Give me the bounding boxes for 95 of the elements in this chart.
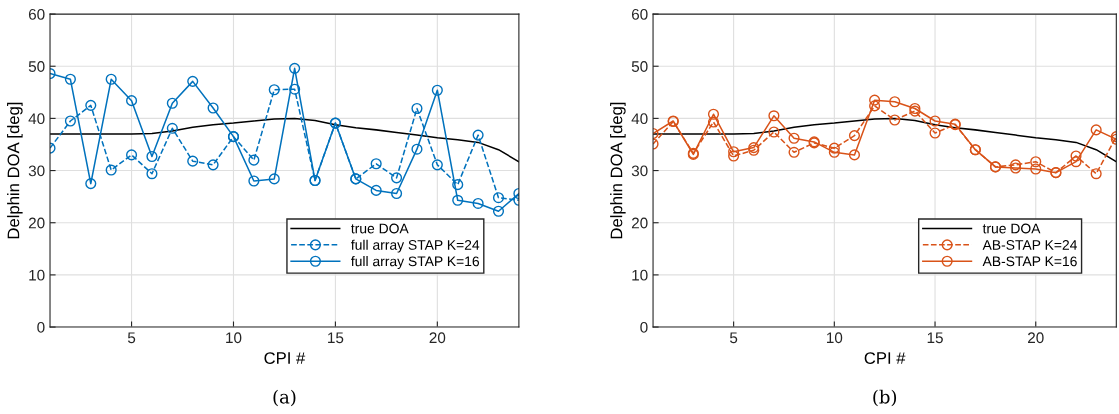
point xyxy=(492,192,505,204)
point xyxy=(248,175,260,187)
x-tick-label: 15 xyxy=(328,332,344,344)
y-tick-label: 10 xyxy=(632,269,648,281)
point xyxy=(1090,124,1102,136)
y-tick-label: 40 xyxy=(631,113,648,125)
point xyxy=(105,73,117,85)
y-tick-label: 60 xyxy=(631,8,648,20)
point xyxy=(268,84,280,96)
x-tick-label: 20 xyxy=(429,332,446,344)
y-tick-label: 30 xyxy=(28,165,45,177)
point xyxy=(929,127,941,139)
point xyxy=(248,154,260,166)
point xyxy=(848,130,861,142)
point xyxy=(85,178,97,190)
point xyxy=(768,126,780,138)
point xyxy=(889,114,901,126)
point xyxy=(431,159,443,171)
point xyxy=(391,187,403,200)
x-tick-label: 20 xyxy=(1028,332,1044,344)
point xyxy=(452,194,464,206)
y-tick-label: 10 xyxy=(29,269,45,281)
point xyxy=(64,115,76,127)
point xyxy=(828,142,840,154)
text: (a) xyxy=(273,389,296,407)
line-series xyxy=(50,117,519,163)
point xyxy=(126,95,138,107)
point xyxy=(187,155,199,167)
point xyxy=(728,150,740,162)
point xyxy=(370,158,382,170)
legend-label: AB-STAP K=24 xyxy=(982,240,1077,250)
point xyxy=(126,149,138,161)
x-tick-label: 10 xyxy=(226,332,242,344)
y-tick-label: 0 xyxy=(640,321,648,333)
legend-label: true DOA xyxy=(351,223,409,234)
x-axis-title: CPI # xyxy=(864,352,906,364)
point xyxy=(707,108,720,120)
y-tick-label: 20 xyxy=(631,217,648,229)
x-tick-label: 5 xyxy=(127,332,136,344)
point xyxy=(166,97,178,109)
point xyxy=(1070,150,1082,162)
point xyxy=(929,115,941,127)
y-tick-label: 60 xyxy=(28,8,45,20)
text: (b) xyxy=(873,389,897,407)
point xyxy=(1030,163,1042,175)
legend-label: AB-STAP K=16 xyxy=(982,256,1077,267)
point xyxy=(472,197,484,209)
point xyxy=(1090,168,1102,180)
point xyxy=(105,164,117,176)
legend-label: full array STAP K=16 xyxy=(351,256,480,269)
point xyxy=(207,159,219,171)
point xyxy=(788,132,800,144)
point xyxy=(1030,156,1042,168)
legend-label: true DOA xyxy=(982,223,1041,234)
point xyxy=(207,102,219,114)
y-axis-title: Delphin DOA [deg] xyxy=(610,102,626,239)
point xyxy=(869,100,881,112)
point xyxy=(370,184,382,196)
point xyxy=(452,179,464,191)
y-tick-label: 40 xyxy=(28,113,45,125)
y-axis-title: Delphin DOA [deg] xyxy=(7,102,23,239)
point xyxy=(492,205,505,217)
point xyxy=(889,96,901,108)
x-tick-label: 15 xyxy=(927,332,943,344)
point xyxy=(869,94,881,106)
point xyxy=(1070,156,1082,168)
y-tick-label: 0 xyxy=(37,321,45,333)
point xyxy=(289,83,301,95)
point xyxy=(268,173,280,185)
point xyxy=(146,168,158,180)
point xyxy=(788,146,800,158)
legend-label: full array STAP K=24 xyxy=(351,239,480,253)
point xyxy=(848,149,861,161)
x-tick-label: 5 xyxy=(729,332,738,344)
x-axis-title: CPI # xyxy=(264,352,306,364)
point xyxy=(64,73,76,85)
point xyxy=(411,102,423,115)
y-tick-label: 30 xyxy=(631,165,648,177)
point xyxy=(166,122,178,134)
point xyxy=(289,62,301,74)
point xyxy=(472,129,484,141)
y-tick-label: 50 xyxy=(631,61,648,72)
x-tick-label: 10 xyxy=(827,332,843,344)
point xyxy=(146,150,158,163)
point xyxy=(411,143,423,155)
point xyxy=(768,110,780,122)
point xyxy=(85,99,97,111)
point xyxy=(707,116,720,128)
point xyxy=(728,146,740,158)
point xyxy=(391,172,403,184)
point xyxy=(431,84,443,96)
y-tick-label: 20 xyxy=(28,217,45,229)
y-tick-label: 50 xyxy=(28,61,45,72)
point xyxy=(187,75,199,87)
point xyxy=(828,146,840,158)
